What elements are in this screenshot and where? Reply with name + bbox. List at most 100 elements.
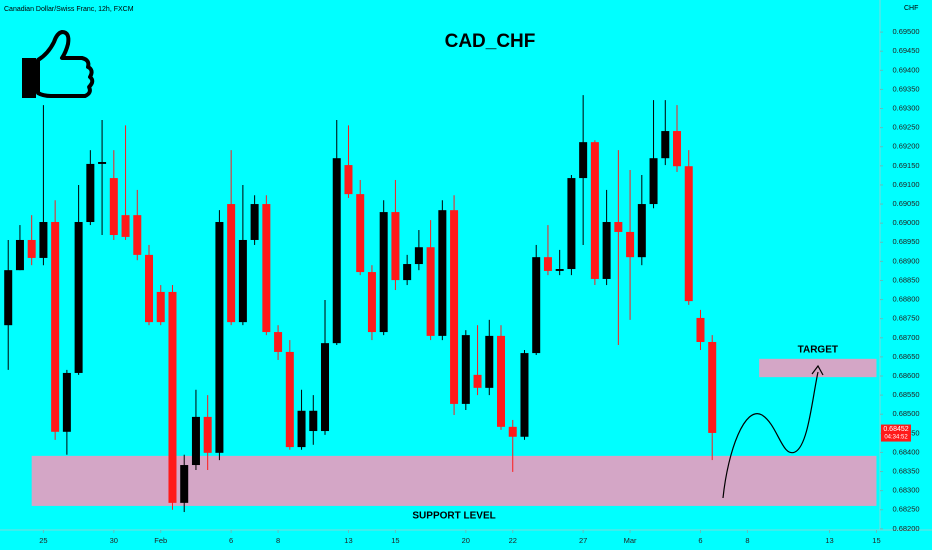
candle-body — [602, 222, 611, 279]
y-tick-label: 0.68250 — [892, 505, 919, 514]
candle-body — [391, 212, 400, 281]
y-tick-label: 0.68900 — [892, 256, 919, 265]
candle-body — [145, 254, 154, 323]
candle-body — [450, 210, 459, 404]
y-axis-label: CHF — [904, 5, 918, 12]
last-price-box — [881, 424, 911, 442]
x-tick-label: 6 — [229, 536, 233, 545]
zone-label: TARGET — [798, 344, 838, 355]
candle-body — [297, 410, 306, 448]
x-tick-label: 27 — [579, 536, 587, 545]
candle-body — [51, 222, 60, 432]
candle-body — [121, 215, 130, 237]
candle-body — [191, 416, 200, 466]
y-tick-label: 0.69150 — [892, 161, 919, 170]
candle-body — [344, 165, 353, 195]
y-tick-label: 0.68650 — [892, 352, 919, 361]
y-tick-label: 0.69350 — [892, 84, 919, 93]
x-tick-label: Mar — [624, 536, 637, 545]
x-tick-label: 20 — [462, 536, 470, 545]
candle-body — [215, 222, 224, 453]
y-tick-label: 0.68600 — [892, 371, 919, 380]
candle-body — [238, 239, 247, 323]
zone — [31, 455, 877, 506]
y-tick-label: 0.69250 — [892, 123, 919, 132]
candle-body — [203, 416, 212, 453]
candle-body — [133, 215, 142, 255]
candle-body — [579, 142, 588, 179]
axes: 0.68200 0.68250 0.68300 0.68350 0.68400 0.684… — [39, 27, 919, 545]
candle-body — [532, 257, 541, 354]
chart-title: CAD_CHF — [445, 31, 536, 52]
x-tick-label: 13 — [344, 536, 352, 545]
thumbs-up-icon — [22, 30, 95, 98]
candle-body — [367, 272, 376, 333]
countdown-label: 04:34:52 — [884, 435, 908, 441]
y-tick-label: 0.68950 — [892, 237, 919, 246]
candle-body — [379, 212, 388, 333]
candle-body — [227, 204, 236, 323]
candle-body — [356, 194, 365, 273]
candle-body — [74, 222, 83, 373]
y-tick-label: 0.68300 — [892, 486, 919, 495]
candle-body — [27, 239, 36, 258]
symbol-info: Canadian Dollar/Swiss Franc, 12h, FXCM — [4, 6, 134, 13]
candle-body — [180, 465, 189, 503]
x-tick-label: 8 — [276, 536, 280, 545]
candle-body — [98, 162, 107, 164]
candle-body — [637, 204, 646, 258]
candle-body — [39, 222, 48, 258]
y-tick-label: 0.68400 — [892, 447, 919, 456]
candle-body — [86, 163, 95, 223]
candle-body — [626, 231, 635, 258]
candle-body — [614, 222, 623, 232]
candle-body — [497, 335, 506, 427]
x-tick-label: 25 — [39, 536, 47, 545]
projection-arrow — [722, 371, 819, 499]
y-tick-label: 0.69050 — [892, 199, 919, 208]
candle-body — [438, 210, 447, 336]
y-tick-label: 0.69450 — [892, 46, 919, 55]
candle-body — [461, 335, 470, 404]
candle-body — [62, 372, 71, 432]
candle-body — [520, 353, 529, 437]
candle-body — [109, 178, 118, 236]
x-tick-label: 8 — [745, 536, 749, 545]
candle-body — [543, 257, 552, 271]
x-tick-label: 15 — [391, 536, 399, 545]
y-tick-label: 0.69000 — [892, 218, 919, 227]
y-tick-label: 0.69300 — [892, 104, 919, 113]
y-tick-label: 0.69100 — [892, 180, 919, 189]
candle-body — [250, 204, 259, 240]
zone — [759, 358, 877, 378]
candle-body — [567, 178, 576, 270]
last-price-label: 0.68452 — [883, 426, 908, 433]
candle-body — [661, 131, 670, 159]
y-tick-label: 0.68750 — [892, 314, 919, 323]
y-tick-label: 0.69400 — [892, 65, 919, 74]
x-tick-label: 30 — [110, 536, 118, 545]
y-tick-label: 0.68350 — [892, 467, 919, 476]
y-tick-label: 0.68800 — [892, 295, 919, 304]
x-tick-label: 6 — [698, 536, 702, 545]
candle-body — [168, 291, 177, 503]
y-tick-label: 0.68500 — [892, 409, 919, 418]
candle-body — [696, 317, 705, 342]
candle-body — [426, 247, 435, 336]
candle-body — [708, 341, 717, 433]
candle-body — [262, 204, 271, 333]
candle-body — [4, 270, 13, 326]
candles — [4, 95, 717, 513]
y-tick-label: 0.69500 — [892, 27, 919, 36]
candle-body — [309, 410, 318, 432]
candle-body — [555, 269, 564, 271]
candle-body — [321, 343, 330, 432]
arrow-head — [811, 364, 824, 376]
y-tick-label: 0.68850 — [892, 275, 919, 284]
candle-body — [156, 291, 165, 323]
candle-body — [649, 158, 658, 205]
x-tick-label: Feb — [154, 536, 167, 545]
zone-label: SUPPORT LEVEL — [412, 511, 495, 522]
